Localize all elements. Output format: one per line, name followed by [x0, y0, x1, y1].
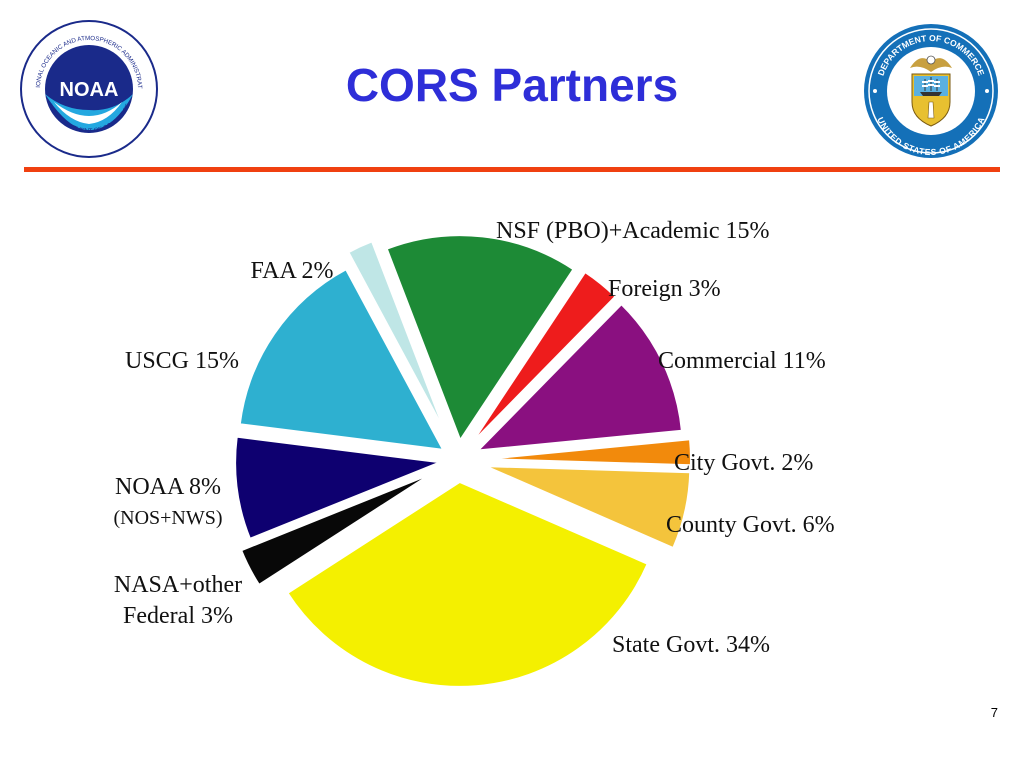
slice-label-3: Commercial 11%: [658, 348, 826, 374]
pie-slice-9: [238, 267, 445, 452]
pie-slices: [234, 234, 692, 688]
lighthouse-icon: [927, 101, 935, 119]
noaa-logo: NOAA NATIONAL OCEANIC AND ATMOSPHERIC AD…: [18, 18, 158, 158]
pie-chart: NSF (PBO)+Academic 15% Foreign 3% Commerci…: [96, 212, 896, 688]
commerce-seal-logo: DEPARTMENT OF COMMERCE UNITED STATES OF …: [864, 24, 998, 158]
pie-slice-8: [234, 435, 445, 541]
slice-label-8: NOAA 8%: [115, 474, 221, 500]
pie-slice-10: [347, 240, 447, 434]
slice-label-7: NASA+other: [114, 572, 242, 598]
ship-icon: [920, 77, 942, 96]
title-divider: [24, 167, 1000, 172]
slice-label-4: City Govt. 2%: [674, 450, 813, 476]
seal-star-right: [985, 89, 989, 93]
noaa-wordmark: NOAA: [60, 79, 119, 101]
pie-labels: NSF (PBO)+Academic 15% Foreign 3% Commerci…: [113, 218, 834, 658]
slide-title: CORS Partners: [345, 59, 679, 111]
pie-slice-1: [385, 234, 575, 443]
page-number: 7: [990, 705, 998, 720]
eagle-icon: [910, 55, 952, 72]
pie-slice-7: [239, 472, 432, 587]
pie-chart-area: NSF (PBO)+Academic 15% Foreign 3% Commerci…: [96, 212, 896, 688]
pie-slice-5: [484, 465, 692, 550]
slice-label-6: State Govt. 34%: [612, 632, 770, 658]
seal-star-left: [873, 89, 877, 93]
slice-sublabel-8: (NOS+NWS): [113, 507, 222, 529]
slice-label-1: NSF (PBO)+Academic 15%: [496, 218, 770, 244]
pie-slice-6: [286, 480, 650, 688]
slice-label-5: County Govt. 6%: [666, 512, 835, 538]
slice-sublabel-7: Federal 3%: [123, 603, 233, 629]
pie-slice-2: [471, 270, 617, 444]
slice-label-2: Foreign 3%: [608, 276, 721, 302]
slice-label-9: USCG 15%: [125, 348, 239, 374]
slice-label-10: FAA 2%: [251, 258, 334, 284]
pie-slice-4: [485, 438, 692, 467]
pie-slice-3: [475, 302, 683, 452]
